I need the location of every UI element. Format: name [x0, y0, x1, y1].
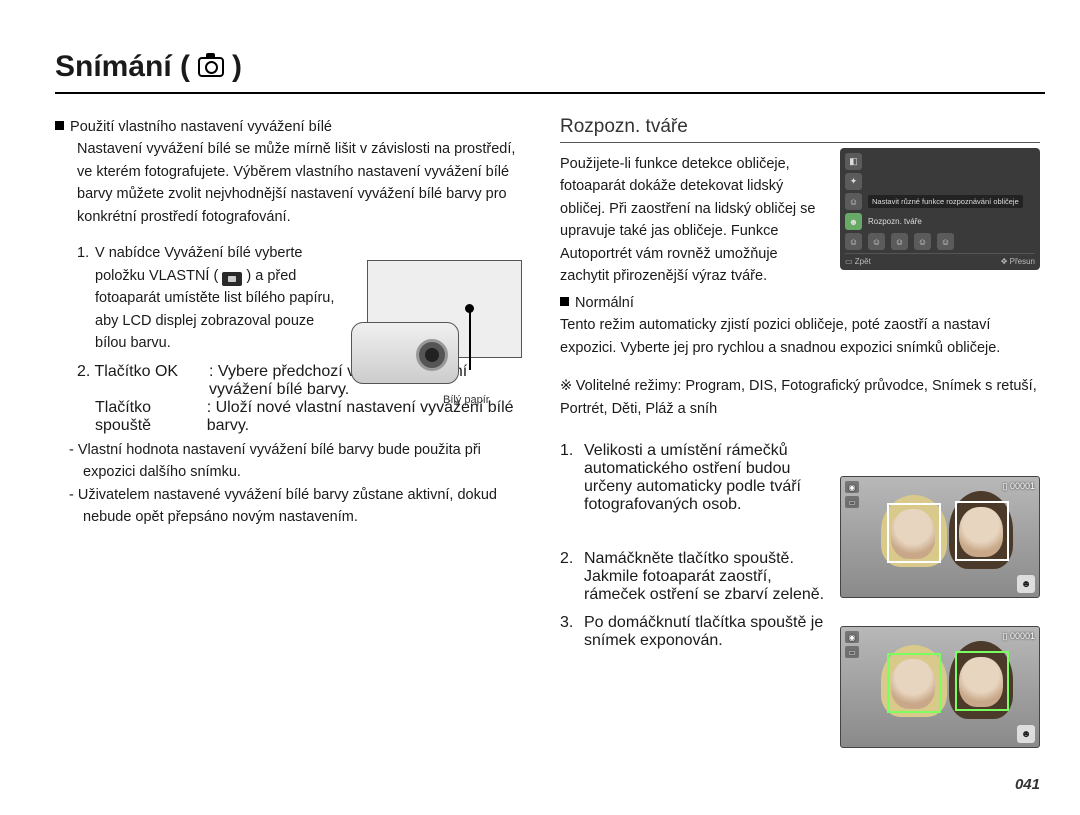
menu-move-label: Přesun	[1010, 257, 1035, 266]
wb-note-2: Uživatelem nastavené vyvážení bílé barvy…	[83, 484, 530, 529]
menu-back-label: Zpět	[855, 257, 871, 266]
normal-heading: Normální	[560, 292, 1040, 314]
focus-box-white	[955, 501, 1009, 561]
wb-intro: Nastavení vyvážení bílé se může mírně li…	[55, 138, 530, 228]
wb-heading-text: Použití vlastního nastavení vyvážení bíl…	[70, 119, 332, 135]
face-detect-intro: Použijete-li funkce detekce obličeje, fo…	[560, 153, 825, 288]
camera-lens-icon	[416, 339, 448, 371]
step3-body: Po domáčknutí tlačítka spouště je snímek…	[584, 614, 825, 650]
menu-icon-5: ☺	[937, 233, 954, 250]
ok-button-label: 2. Tlačítko OK	[77, 363, 209, 399]
step2-body: Namáčkněte tlačítko spouště. Jakmile fot…	[584, 550, 825, 604]
face-detect-icon: ☻	[845, 213, 862, 230]
shutter-button-label: Tlačítko spouště	[95, 399, 207, 435]
bullet-icon	[55, 121, 64, 130]
pointer-line	[469, 308, 471, 370]
dpad-icon: ✥	[1001, 257, 1008, 266]
page-number: 041	[1015, 776, 1040, 793]
camera-paper-figure: Bílý papír	[355, 260, 525, 358]
step1-c: ) a před	[246, 268, 296, 284]
face-badge-icon: ☻	[1017, 725, 1035, 743]
menu-icon-3: ☺	[891, 233, 908, 250]
menu-icon-2: ☺	[868, 233, 885, 250]
focus-box-green	[955, 651, 1009, 711]
focus-box-green	[887, 653, 941, 713]
page-title: Snímání ( )	[55, 50, 1045, 94]
menu-icon-4: ☺	[914, 233, 931, 250]
focus-box-white	[887, 503, 941, 563]
title-text: Snímání (	[55, 50, 190, 84]
counter-2: ▯ 00001	[1003, 631, 1035, 642]
menu-icon-1: ☺	[845, 233, 862, 250]
step1-line3: fotoaparát umístěte list bílého papíru, …	[77, 287, 335, 354]
camera-mode-icon: ◉	[845, 481, 859, 493]
camera-menu-screenshot: ◧ ✦ ☺ Nastavit různé funkce rozpoznávání…	[840, 148, 1040, 270]
menu-hint: Nastavit různé funkce rozpoznávání oblič…	[868, 195, 1023, 208]
menu-selected-label: Rozpozn. tváře	[868, 217, 922, 226]
camera-icon	[198, 57, 224, 77]
face-badge-icon: ☻	[1017, 575, 1035, 593]
flash-icon: ✦	[845, 173, 862, 190]
photo-preview-2: ◉ ▭ ▯ 00001 ☻	[840, 626, 1040, 748]
step1-body: Velikosti a umístění rámečků automatické…	[584, 442, 825, 514]
step1-line2: položku VLASTNÍ ( ) a před	[77, 265, 335, 287]
step-3-face: 3. Po domáčknutí tlačítka spouště je sní…	[560, 614, 825, 650]
face-detect-title: Rozpozn. tváře	[560, 116, 1040, 143]
step-1: 1.V nabídce Vyvážení bílé vyberte	[77, 242, 335, 264]
wb-note-1: Vlastní hodnota nastavení vyvážení bílé …	[83, 439, 530, 484]
paper-label: Bílý papír	[443, 394, 489, 406]
normal-label: Normální	[575, 295, 634, 311]
left-column: Použití vlastního nastavení vyvážení bíl…	[55, 116, 530, 650]
title-suffix: )	[232, 50, 242, 84]
step1-a: V nabídce Vyvážení bílé vyberte	[95, 245, 302, 261]
size-icon: ▭	[845, 646, 859, 658]
size-icon: ▭	[845, 496, 859, 508]
wb-custom-heading: Použití vlastního nastavení vyvážení bíl…	[55, 116, 530, 138]
menu-key-icon: ▭	[845, 257, 853, 266]
step-1-face: 1. Velikosti a umístění rámečků automati…	[560, 442, 825, 514]
counter-1: ▯ 00001	[1003, 481, 1035, 492]
wb-notes: Vlastní hodnota nastavení vyvážení bílé …	[55, 439, 530, 529]
modes-line: ※ Volitelné režimy: Program, DIS, Fotogr…	[560, 375, 1040, 420]
camera-mode-icon: ◉	[845, 631, 859, 643]
bullet-icon	[560, 297, 569, 306]
photo-preview-1: ◉ ▭ ▯ 00001 ☻	[840, 476, 1040, 598]
camera-body	[351, 322, 459, 384]
modes-prefix: Volitelné režimy:	[576, 378, 682, 394]
step-2-face: 2. Namáčkněte tlačítko spouště. Jakmile …	[560, 550, 825, 604]
step1-b: položku VLASTNÍ (	[95, 268, 218, 284]
face-icon: ☺	[845, 193, 862, 210]
normal-desc: Tento režim automaticky zjistí pozici ob…	[560, 314, 1040, 359]
mode-icon: ◧	[845, 153, 862, 170]
wb-custom-icon	[222, 272, 242, 286]
